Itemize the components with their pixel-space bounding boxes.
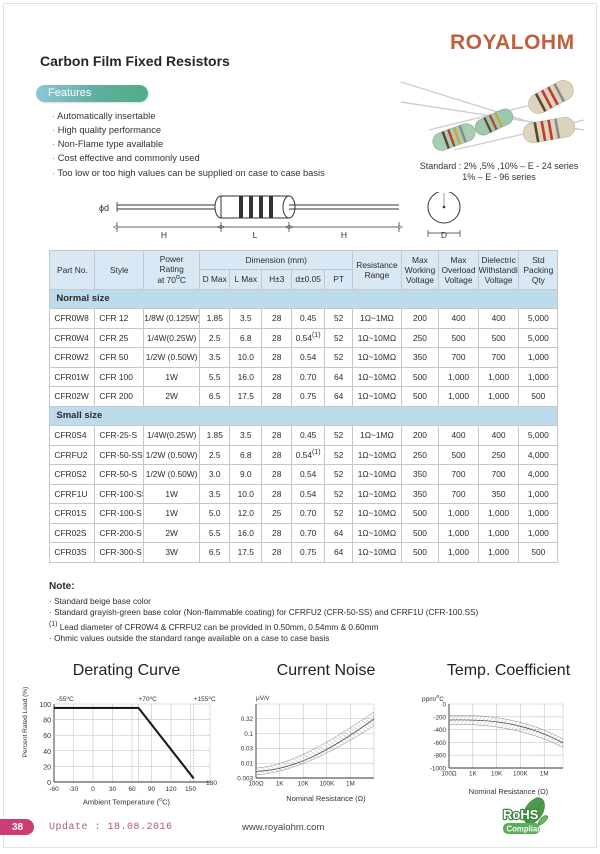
svg-text:10K: 10K: [298, 781, 310, 788]
svg-text:20: 20: [43, 764, 51, 771]
svg-text:+155oC: +155oC: [194, 695, 216, 704]
svg-text:-200: -200: [433, 714, 446, 721]
svg-text:-400: -400: [433, 727, 446, 734]
svg-text:100Ω: 100Ω: [441, 771, 457, 778]
svg-text:100K: 100K: [319, 781, 335, 788]
svg-text:+70oC: +70oC: [139, 695, 158, 704]
svg-text:RoHS: RoHS: [503, 807, 539, 822]
svg-text:μV/v: μV/v: [256, 695, 270, 702]
svg-text:Compliant: Compliant: [507, 825, 546, 834]
svg-text:10K: 10K: [491, 771, 503, 778]
svg-text:1K: 1K: [469, 771, 478, 778]
svg-text:-60: -60: [49, 786, 59, 793]
svg-text:L: L: [253, 230, 258, 240]
svg-text:-55oC: -55oC: [57, 695, 74, 704]
svg-text:100K: 100K: [513, 771, 529, 778]
svg-text:150: 150: [185, 786, 196, 793]
svg-text:1M: 1M: [540, 771, 549, 778]
svg-text:30: 30: [109, 786, 117, 793]
svg-text:1M: 1M: [346, 781, 355, 788]
svg-text:100Ω: 100Ω: [248, 781, 264, 788]
svg-text:80: 80: [43, 718, 51, 725]
svg-text:100: 100: [39, 702, 51, 709]
svg-text:60: 60: [128, 786, 136, 793]
svg-text:90: 90: [148, 786, 156, 793]
svg-text:0.32: 0.32: [241, 716, 254, 723]
svg-text:0.1: 0.1: [244, 731, 253, 738]
svg-text:0.03: 0.03: [241, 746, 254, 753]
svg-text:120: 120: [165, 786, 176, 793]
svg-text:60: 60: [43, 733, 51, 740]
svg-text:H: H: [161, 230, 167, 240]
svg-text:-600: -600: [433, 740, 446, 747]
svg-text:0.01: 0.01: [241, 761, 254, 768]
svg-text:-30: -30: [69, 786, 79, 793]
svg-text:0: 0: [442, 702, 446, 709]
svg-text:D: D: [441, 230, 447, 240]
svg-text:1K: 1K: [276, 781, 285, 788]
svg-text:ϕd: ϕd: [99, 203, 109, 213]
svg-text:0: 0: [91, 786, 95, 793]
svg-text:-800: -800: [433, 753, 446, 760]
svg-text:40: 40: [43, 749, 51, 756]
svg-text:H: H: [341, 230, 347, 240]
